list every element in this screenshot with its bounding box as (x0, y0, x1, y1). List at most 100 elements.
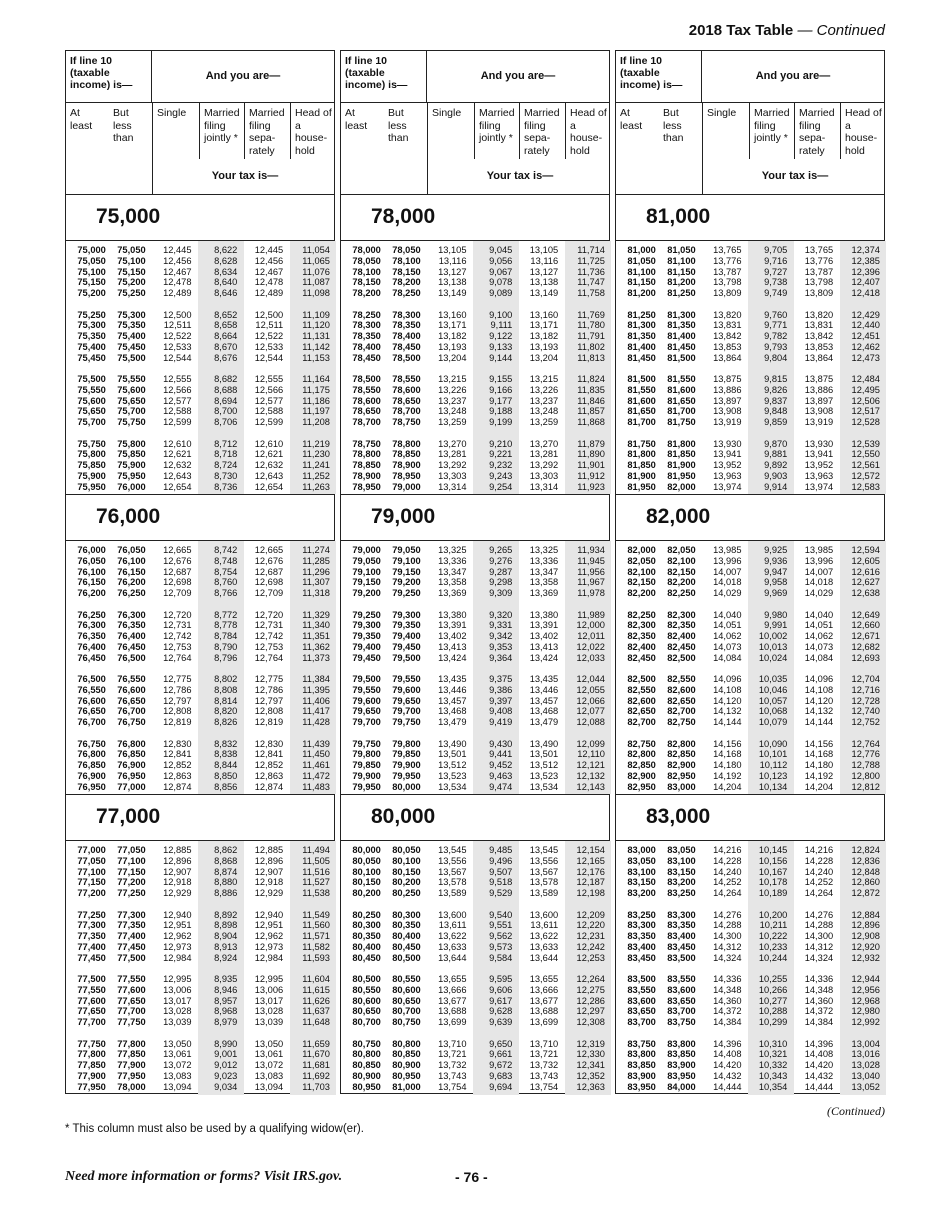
row-group: 75,750 75,800 12,610 8,712 12,610 11,219 75,80… (66, 439, 334, 493)
block-heading: 76,000 (66, 495, 334, 541)
tax-head-of-household: 12,176 (576, 866, 605, 877)
but-less-than: 79,100 (392, 555, 421, 566)
but-less-than: 77,000 (117, 781, 146, 792)
but-less-than: 80,050 (392, 845, 421, 855)
but-less-than: 82,400 (667, 631, 696, 642)
at-least: 78,400 (352, 341, 381, 352)
tax-single: 12,742 (163, 631, 192, 642)
row-group: 78,750 78,800 13,270 9,210 13,270 11,879 78,80… (341, 439, 609, 493)
but-less-than: 79,000 (392, 481, 421, 492)
tax-married-jointly: 10,156 (758, 855, 788, 866)
tax-single: 12,456 (163, 255, 192, 266)
tax-married-separately: 14,348 (804, 984, 834, 995)
tax-married-separately: 12,775 (254, 674, 284, 684)
at-least: 76,100 (77, 566, 106, 577)
row-group: 82,750 82,800 14,156 10,090 14,156 12,764 82,8… (616, 739, 884, 793)
but-less-than: 75,700 (117, 406, 146, 417)
but-less-than: 77,150 (117, 866, 146, 877)
tax-single: 13,633 (438, 941, 467, 952)
tax-married-separately: 12,676 (254, 555, 284, 566)
but-less-than: 82,750 (667, 717, 696, 728)
tax-single: 13,061 (163, 1049, 192, 1060)
tax-married-jointly: 9,221 (489, 449, 513, 460)
tax-married-jointly: 10,189 (758, 888, 788, 899)
row-group: 75,250 75,300 12,500 8,652 12,500 11,109 75,30… (66, 310, 334, 364)
tax-married-separately: 12,874 (254, 781, 284, 792)
tax-head-of-household: 12,908 (851, 931, 880, 942)
tax-married-jointly: 9,485 (489, 845, 513, 855)
at-least: 81,000 (627, 245, 656, 255)
table-row: 78,650 78,700 13,248 9,188 13,248 11,857 (341, 406, 609, 417)
tax-married-jointly: 9,705 (764, 245, 788, 255)
shade-mfj (473, 241, 519, 494)
table-row: 77,800 77,850 13,061 9,001 13,061 11,670 (66, 1049, 334, 1060)
tax-married-separately: 12,852 (254, 760, 284, 771)
tax-single: 14,324 (713, 952, 742, 963)
tax-married-jointly: 9,419 (489, 717, 513, 728)
tax-married-jointly: 9,804 (764, 352, 788, 363)
tax-single: 12,797 (163, 695, 192, 706)
tax-head-of-household: 12,517 (851, 406, 880, 417)
tax-married-separately: 13,600 (529, 909, 559, 920)
at-least: 81,350 (627, 331, 656, 342)
table-row: 77,900 77,950 13,083 9,023 13,083 11,692 (66, 1071, 334, 1082)
but-less-than: 78,800 (392, 438, 421, 449)
at-least: 83,900 (627, 1070, 656, 1081)
tax-head-of-household: 11,846 (577, 395, 605, 406)
at-least: 77,050 (77, 855, 106, 866)
at-least: 76,400 (77, 641, 106, 652)
tax-single: 12,665 (163, 545, 192, 555)
tax-married-separately: 12,940 (254, 909, 284, 920)
shade-mfj (198, 241, 244, 494)
tax-single: 12,940 (163, 909, 192, 920)
table-row: 76,600 76,650 12,797 8,814 12,797 11,406 (66, 696, 334, 707)
tax-single: 14,252 (713, 877, 742, 888)
tax-married-separately: 13,446 (529, 684, 559, 695)
tax-single: 12,874 (163, 781, 192, 792)
income-block: 82,000 82,000 82,050 13,985 9,925 13,985 12,59… (616, 495, 886, 795)
but-less-than: 79,550 (392, 674, 421, 684)
but-less-than: 78,850 (392, 449, 421, 460)
but-less-than: 82,550 (667, 674, 696, 684)
shade-mfj (198, 541, 244, 794)
tax-married-jointly: 8,652 (214, 309, 238, 320)
tax-married-jointly: 8,874 (214, 866, 238, 877)
tax-single: 12,676 (163, 555, 192, 566)
at-least: 76,000 (77, 545, 106, 555)
table-row: 78,850 78,900 13,292 9,232 13,292 11,901 (341, 460, 609, 471)
table-row: 77,600 77,650 13,017 8,957 13,017 11,626 (66, 996, 334, 1007)
tax-single: 14,120 (713, 695, 742, 706)
tax-married-separately: 13,072 (254, 1060, 284, 1071)
tax-single: 12,500 (163, 309, 192, 320)
at-least: 77,950 (77, 1081, 106, 1092)
but-less-than: 82,100 (667, 555, 696, 566)
tax-married-separately: 13,061 (254, 1049, 284, 1060)
tax-married-separately: 13,963 (804, 470, 834, 481)
table-row: 82,400 82,450 14,073 10,013 14,073 12,682 (616, 642, 884, 653)
tax-head-of-household: 12,992 (851, 1017, 880, 1028)
tax-single: 12,786 (163, 684, 192, 695)
tax-single: 14,372 (713, 1006, 742, 1017)
tax-single: 13,435 (438, 674, 467, 684)
row-group: 78,250 78,300 13,160 9,100 13,160 11,769 78,30… (341, 310, 609, 364)
table-row: 81,100 81,150 13,787 9,727 13,787 12,396 (616, 267, 884, 278)
tax-married-jointly: 10,046 (758, 684, 788, 695)
tax-single: 13,611 (438, 920, 467, 931)
income-label: If line 10 (taxable income) is— (66, 51, 152, 102)
tax-single: 14,312 (713, 941, 742, 952)
tax-married-separately: 12,885 (254, 845, 284, 855)
tax-single: 13,897 (713, 395, 742, 406)
tax-married-jointly: 9,364 (489, 652, 513, 663)
but-less-than: 78,700 (392, 406, 421, 417)
table-row: 78,150 78,200 13,138 9,078 13,138 11,747 (341, 277, 609, 288)
but-less-than: 79,600 (392, 684, 421, 695)
table-row: 80,200 80,250 13,589 9,529 13,589 12,198 (341, 888, 609, 899)
table-panel: If line 10 (taxable income) is— And you a… (340, 50, 611, 1095)
tax-single: 13,336 (438, 555, 467, 566)
tax-head-of-household: 11,428 (302, 717, 330, 728)
at-least: 80,800 (352, 1049, 381, 1060)
tax-married-separately: 13,160 (529, 309, 559, 320)
tax-married-jointly: 8,724 (214, 460, 238, 471)
shade-hoh (290, 541, 336, 794)
